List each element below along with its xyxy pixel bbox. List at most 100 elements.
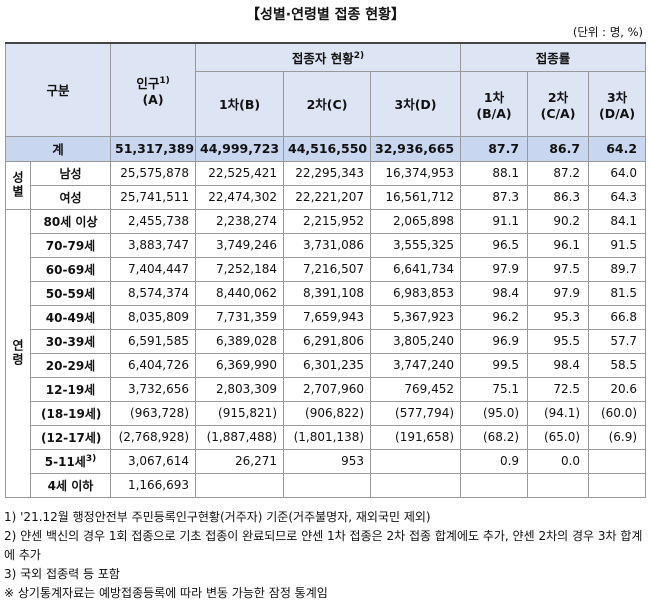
note: 3) 국외 접종력 등 포함 bbox=[4, 567, 120, 581]
row-label-text: 12-19세 bbox=[45, 382, 96, 397]
cell: 7,216,507 bbox=[283, 256, 372, 282]
cell: 2,065,898 bbox=[370, 208, 462, 234]
header-text: 3차 bbox=[606, 89, 628, 105]
cell: 6,291,806 bbox=[283, 328, 372, 354]
row-label: (12-17세) bbox=[29, 424, 112, 450]
cell: 2,215,952 bbox=[283, 208, 372, 234]
note: ※ 상기통계자료는 예방접종등록에 따라 변동 가능한 잠정 통계임 bbox=[4, 586, 328, 600]
cell: 20.6 bbox=[588, 376, 647, 402]
row-label-text: 30-39세 bbox=[45, 334, 96, 349]
cell: (94.1) bbox=[527, 400, 590, 426]
row-label: 계 bbox=[4, 135, 112, 162]
cell bbox=[195, 472, 285, 498]
cell: (60.0) bbox=[588, 400, 647, 426]
data-row: 12-19세 3,732,656 2,803,309 2,707,960 769,452… bbox=[6, 376, 647, 402]
data-row: 50-59세 8,574,374 8,440,062 8,391,108 6,983,8… bbox=[6, 280, 647, 306]
row-label: 여성 bbox=[29, 184, 112, 210]
cell: 8,574,374 bbox=[110, 280, 197, 306]
table-head: 구분 인구1) (A) 접종자 현황2) 접종률 1차(B) 2차(C) 3차(D) 1… bbox=[4, 42, 647, 137]
cell: 6,591,585 bbox=[110, 328, 197, 354]
cell: 0.0 bbox=[527, 448, 590, 474]
header-text: 접종자 현황 bbox=[291, 50, 354, 66]
cell: 75.1 bbox=[460, 376, 529, 402]
cell: 6,983,853 bbox=[370, 280, 462, 306]
row-label: (18-19세) bbox=[29, 400, 112, 426]
total-row: 계 51,317,389 44,999,723 44,516,550 32,936,66… bbox=[4, 135, 647, 162]
cell: 97.5 bbox=[527, 256, 590, 282]
cell: 3,805,240 bbox=[370, 328, 462, 354]
header-cell: 3차(D) bbox=[370, 70, 462, 137]
row-label: 남성 bbox=[29, 160, 112, 186]
cell: (1,887,488) bbox=[195, 424, 285, 450]
data-row: 연령 80세 이상 2,455,738 2,238,274 2,215,952 2,065… bbox=[5, 208, 647, 498]
cell: 72.5 bbox=[527, 376, 590, 402]
cell: 3,747,240 bbox=[370, 352, 462, 378]
row-label-text: 여성 bbox=[59, 190, 82, 205]
cell: (577,794) bbox=[370, 400, 462, 426]
cell: 16,561,712 bbox=[370, 184, 462, 210]
cell bbox=[588, 472, 647, 498]
row-label: 40-49세 bbox=[29, 304, 112, 330]
cell bbox=[370, 448, 462, 474]
row-label-text: 50-59세 bbox=[45, 286, 96, 301]
cell: 26,271 bbox=[195, 448, 285, 474]
cell: 769,452 bbox=[370, 376, 462, 402]
cell: 25,741,511 bbox=[110, 184, 197, 210]
cell: 22,295,343 bbox=[283, 160, 372, 186]
header-cell: 인구1) (A) bbox=[110, 42, 197, 137]
data-row: 4세 이하 1,166,693 bbox=[6, 472, 647, 498]
cell: 7,404,447 bbox=[110, 256, 197, 282]
header-text: (A) bbox=[142, 91, 164, 107]
cell: 2,803,309 bbox=[195, 376, 285, 402]
cell: 90.2 bbox=[527, 208, 590, 234]
data-row: 60-69세 7,404,447 7,252,184 7,216,507 6,641,7… bbox=[6, 256, 647, 282]
cell: 2,238,274 bbox=[195, 208, 285, 234]
cell: 2,707,960 bbox=[283, 376, 372, 402]
note: 2) 얀센 백신의 경우 1회 접종으로 기초 접종이 완료되므로 얀센 1차 … bbox=[4, 529, 643, 562]
cell: 32,936,665 bbox=[370, 135, 462, 162]
data-row: 70-79세 3,883,747 3,749,246 3,731,086 3,555,3… bbox=[6, 232, 647, 258]
cell: (906,822) bbox=[283, 400, 372, 426]
header-cell: 3차 (D/A) bbox=[588, 70, 647, 137]
row-label: 60-69세 bbox=[29, 256, 112, 282]
footnote-mark: 3) bbox=[85, 453, 97, 464]
data-row: 30-39세 6,591,585 6,389,028 6,291,806 3,805,2… bbox=[6, 328, 647, 354]
cell: 16,374,953 bbox=[370, 160, 462, 186]
cell: 953 bbox=[283, 448, 372, 474]
row-label: 80세 이상 bbox=[29, 208, 112, 234]
row-label-text: 40-49세 bbox=[45, 310, 96, 325]
cell: 89.7 bbox=[588, 256, 647, 282]
row-label-text: 5-11세 bbox=[44, 454, 86, 469]
cell: 96.9 bbox=[460, 328, 529, 354]
row-label: 5-11세3) bbox=[29, 448, 112, 474]
cell: 64.0 bbox=[588, 160, 647, 186]
cell: 95.5 bbox=[527, 328, 590, 354]
cell: 8,440,062 bbox=[195, 280, 285, 306]
header-text: (B/A) bbox=[476, 105, 512, 121]
cell: 7,252,184 bbox=[195, 256, 285, 282]
header-text: (D/A) bbox=[599, 105, 636, 121]
cell: 87.7 bbox=[460, 135, 529, 162]
row-label: 70-79세 bbox=[29, 232, 112, 258]
cell: 64.2 bbox=[588, 135, 647, 162]
unit: (단위 : 명, %) bbox=[572, 25, 643, 39]
cell: 2,455,738 bbox=[110, 208, 197, 234]
group-label: 연령 bbox=[5, 208, 31, 498]
row-label-text: 4세 이하 bbox=[47, 478, 94, 493]
cell bbox=[527, 472, 590, 498]
cell: 86.7 bbox=[527, 135, 590, 162]
row-label: 30-39세 bbox=[29, 328, 112, 354]
cell: 6,641,734 bbox=[370, 256, 462, 282]
cell: (963,728) bbox=[110, 400, 197, 426]
row-label-text: (18-19세) bbox=[41, 406, 102, 421]
cell: (6.9) bbox=[588, 424, 647, 450]
cell: 22,474,302 bbox=[195, 184, 285, 210]
cell: 1,166,693 bbox=[110, 472, 197, 498]
cell: 99.5 bbox=[460, 352, 529, 378]
footnote-mark: 2) bbox=[353, 50, 365, 61]
table-body: 계 51,317,389 44,999,723 44,516,550 32,936,66… bbox=[4, 135, 647, 498]
cell: 98.4 bbox=[460, 280, 529, 306]
header-cell: 2차 (C/A) bbox=[527, 70, 590, 137]
cell: 57.7 bbox=[588, 328, 647, 354]
